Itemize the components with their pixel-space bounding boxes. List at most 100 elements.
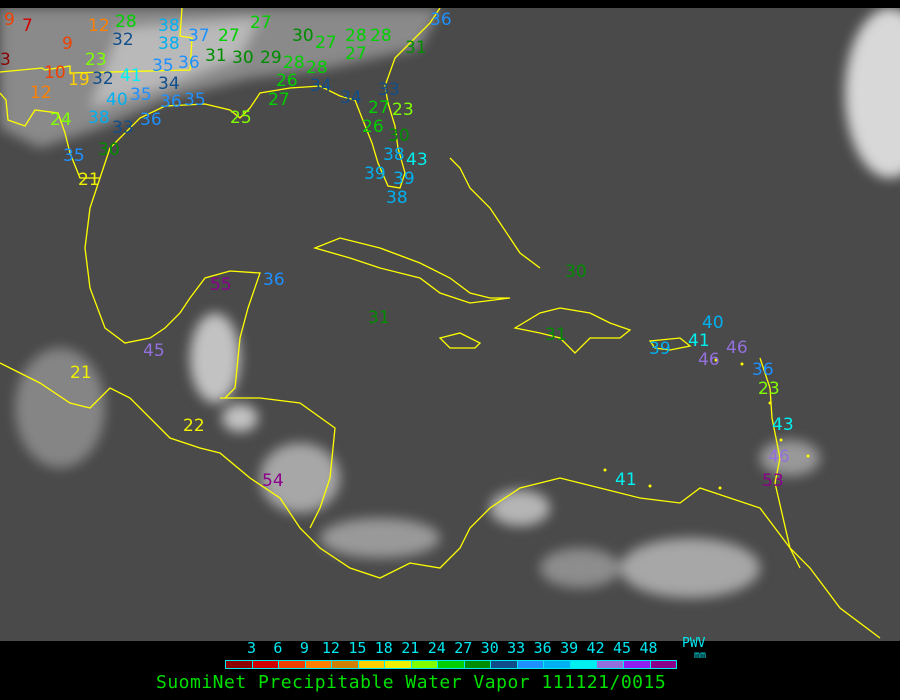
station-pwv-value: 41	[615, 470, 637, 490]
station-pwv-value: 53	[762, 471, 784, 491]
station-pwv-value: 21	[78, 170, 100, 190]
legend-color-cell	[226, 661, 253, 668]
station-pwv-value: 25	[230, 108, 252, 128]
legend-unit: PWV mm	[682, 636, 706, 662]
station-pwv-value: 27	[268, 90, 290, 110]
station-pwv-value: 30	[565, 262, 587, 282]
legend-tick: 24	[427, 639, 446, 657]
station-pwv-value: 24	[50, 110, 72, 130]
satellite-map: 9 7 12 28 38 32 38 37 27 27 30 27 28 28 27 36 31 9 3 23 31 30…	[0, 8, 900, 641]
legend-color-cell	[279, 661, 306, 668]
station-pwv-value: 10	[44, 63, 66, 83]
station-pwv-value: 35	[184, 90, 206, 110]
station-pwv-value: 54	[262, 471, 284, 491]
legend-color-cell	[491, 661, 518, 668]
station-pwv-value: 30	[98, 140, 120, 160]
station-pwv-value: 27	[250, 13, 272, 33]
unit-pwv: PWV	[682, 636, 706, 651]
station-pwv-value: 27	[368, 98, 390, 118]
station-pwv-value: 43	[772, 415, 794, 435]
station-pwv-value: 31	[368, 308, 390, 328]
station-pwv-value: 27	[345, 44, 367, 64]
legend-tick: 12	[321, 639, 340, 657]
station-pwv-value: 29	[260, 48, 282, 68]
station-pwv-value: 12	[88, 16, 110, 36]
legend-tick: 42	[586, 639, 605, 657]
station-pwv-value: 36	[752, 360, 774, 380]
station-pwv-value: 39	[649, 339, 671, 359]
station-pwv-value: 28	[345, 26, 367, 46]
station-pwv-value: 38	[158, 34, 180, 54]
station-pwv-value: 39	[393, 169, 415, 189]
station-pwv-value: 30	[232, 48, 254, 68]
legend-tick: 48	[639, 639, 658, 657]
legend-tick: 3	[246, 639, 256, 657]
station-pwv-value: 27	[315, 33, 337, 53]
island-markers	[603, 358, 810, 490]
legend-color-cell	[544, 661, 571, 668]
station-pwv-value: 31	[405, 38, 427, 58]
coastlines-and-borders	[0, 8, 881, 639]
station-pwv-value: 32	[112, 30, 134, 50]
station-pwv-value: 36	[263, 270, 285, 290]
map-graphics	[0, 8, 900, 639]
station-pwv-value: 39	[364, 164, 386, 184]
station-pwv-value: 9	[62, 34, 73, 54]
station-pwv-value: 40	[106, 90, 128, 110]
station-pwv-value: 9	[4, 10, 15, 30]
station-pwv-value: 46	[768, 447, 790, 467]
legend-tick: 33	[507, 639, 526, 657]
legend-tick: 36	[533, 639, 552, 657]
legend-color-cell	[305, 661, 333, 668]
legend-color-cell	[623, 661, 651, 668]
legend-tick-labels: 3 6 9 12 15 18 21 24 27 30 33 36 39 42 45 48	[225, 639, 675, 657]
legend-color-cell	[464, 661, 492, 668]
station-pwv-value: 28	[370, 26, 392, 46]
station-pwv-value: 46	[726, 338, 748, 358]
station-pwv-value: 26	[362, 117, 384, 137]
legend-tick: 39	[560, 639, 579, 657]
station-pwv-value: 30	[388, 126, 410, 146]
legend-tick: 45	[613, 639, 632, 657]
station-pwv-value: 45	[143, 341, 165, 361]
station-pwv-value: 38	[386, 188, 408, 208]
station-pwv-value: 23	[758, 379, 780, 399]
station-pwv-value: 40	[702, 313, 724, 333]
legend-tick: 18	[374, 639, 393, 657]
color-scale-bar	[225, 660, 677, 669]
station-pwv-value: 33	[112, 118, 134, 138]
station-pwv-value: 33	[378, 80, 400, 100]
station-pwv-value: 46	[698, 350, 720, 370]
station-pwv-value: 34	[340, 88, 362, 108]
legend-tick: 30	[480, 639, 499, 657]
legend-tick: 9	[299, 639, 309, 657]
station-pwv-value: 35	[63, 146, 85, 166]
station-pwv-value: 36	[140, 110, 162, 130]
legend-color-cell	[570, 661, 598, 668]
station-pwv-value: 28	[115, 12, 137, 32]
station-pwv-value: 30	[292, 26, 314, 46]
legend-color-cell	[438, 661, 465, 668]
station-pwv-value: 36	[430, 10, 452, 30]
station-pwv-value: 41	[688, 331, 710, 351]
station-pwv-value: 28	[306, 58, 328, 78]
station-pwv-value: 41	[120, 66, 142, 86]
legend-color-cell	[517, 661, 545, 668]
station-pwv-value: 43	[406, 150, 428, 170]
station-pwv-value: 19	[68, 70, 90, 90]
station-pwv-value: 31	[205, 46, 227, 66]
station-pwv-value: 38	[383, 145, 405, 165]
station-pwv-value: 37	[188, 26, 210, 46]
station-pwv-value: 23	[85, 50, 107, 70]
station-pwv-value: 12	[30, 83, 52, 103]
legend-color-cell	[385, 661, 412, 668]
station-pwv-value: 55	[210, 275, 232, 295]
station-pwv-value: 36	[178, 53, 200, 73]
legend-color-cell	[597, 661, 624, 668]
legend-color-cell	[650, 661, 677, 668]
cloud-cover	[0, 8, 900, 598]
station-pwv-value: 7	[22, 16, 33, 36]
station-pwv-value: 3	[0, 50, 11, 70]
station-pwv-value: 38	[158, 16, 180, 36]
